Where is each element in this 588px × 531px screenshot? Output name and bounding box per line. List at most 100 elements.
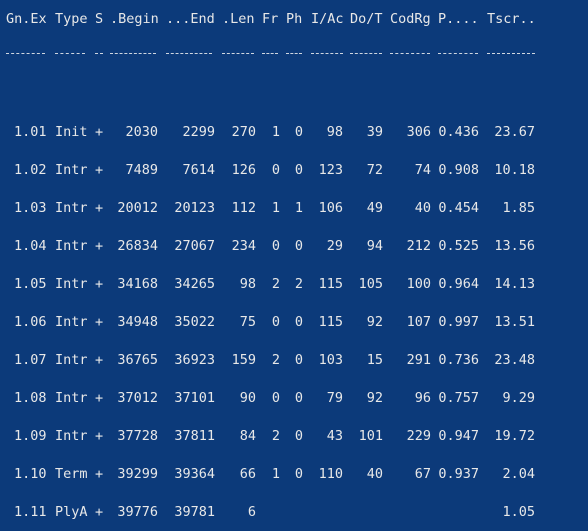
header-strand: S: [95, 11, 104, 27]
exon-type: Init: [55, 124, 88, 140]
table-row: 1.02 Intr + 7489 7614 126 0 0 123 72 74 …: [0, 161, 588, 179]
strand: +: [95, 352, 104, 368]
coding-range: 212: [406, 238, 431, 254]
end: 20123: [174, 200, 215, 216]
end: 35022: [174, 314, 215, 330]
tscore: 1.85: [502, 200, 535, 216]
end: 7614: [182, 162, 215, 178]
tscore: 2.04: [502, 466, 535, 482]
header-gn-ex: Gn.Ex: [6, 11, 47, 27]
length: 112: [231, 200, 256, 216]
probability: 0.908: [438, 162, 479, 178]
do-t: 94: [366, 238, 383, 254]
begin: 37728: [117, 428, 158, 444]
header-underline: [0, 44, 588, 62]
end: 36923: [174, 352, 215, 368]
coding-range: 74: [414, 162, 431, 178]
table-row: 1.07 Intr + 36765 36923 159 2 0 103 15 2…: [0, 351, 588, 369]
table-row: 1.09 Intr + 37728 37811 84 2 0 43 101 22…: [0, 427, 588, 445]
tscore: 14.13: [494, 276, 535, 292]
frame: 2: [271, 428, 280, 444]
begin: 26834: [117, 238, 158, 254]
length: 270: [231, 124, 256, 140]
probability: 0.937: [438, 466, 479, 482]
length: 84: [239, 428, 256, 444]
length: 98: [239, 276, 256, 292]
frame: 1: [271, 124, 280, 140]
table-row: 1.06 Intr + 34948 35022 75 0 0 115 92 10…: [0, 313, 588, 331]
divider: [438, 53, 478, 55]
table-row: 1.05 Intr + 34168 34265 98 2 2 115 105 1…: [0, 275, 588, 293]
tscore: 23.67: [494, 124, 535, 140]
phase: 0: [294, 466, 303, 482]
i-ac: 98: [326, 124, 343, 140]
frame: 2: [271, 276, 280, 292]
gene-exon-id: 1.05: [14, 276, 47, 292]
i-ac: 79: [326, 390, 343, 406]
exon-type: Intr: [55, 428, 88, 444]
coding-range: 229: [406, 428, 431, 444]
do-t: 15: [366, 352, 383, 368]
probability: 0.997: [438, 314, 479, 330]
coding-range: 306: [406, 124, 431, 140]
tscore: 9.29: [502, 390, 535, 406]
coding-range: 100: [406, 276, 431, 292]
end: 34265: [174, 276, 215, 292]
end: 39781: [174, 504, 215, 520]
probability: 0.736: [438, 352, 479, 368]
gene-exon-id: 1.01: [14, 124, 47, 140]
table-row: 1.04 Intr + 26834 27067 234 0 0 29 94 21…: [0, 237, 588, 255]
do-t: 49: [366, 200, 383, 216]
begin: 34168: [117, 276, 158, 292]
begin: 20012: [117, 200, 158, 216]
do-t: 105: [358, 276, 383, 292]
table-row: 1.01 Init + 2030 2299 270 1 0 98 39 306 …: [0, 123, 588, 141]
divider: [487, 53, 535, 55]
end: 27067: [174, 238, 215, 254]
coding-range: 67: [414, 466, 431, 482]
header-i-ac: I/Ac: [311, 11, 344, 27]
i-ac: 115: [318, 314, 343, 330]
begin: 37012: [117, 390, 158, 406]
phase: 2: [294, 276, 303, 292]
gene-exon-id: 1.06: [14, 314, 47, 330]
length: 75: [239, 314, 256, 330]
divider: [311, 53, 343, 55]
exon-type: Intr: [55, 314, 88, 330]
length: 159: [231, 352, 256, 368]
frame: 0: [271, 162, 280, 178]
length: 90: [239, 390, 256, 406]
coding-range: 107: [406, 314, 431, 330]
divider: [262, 53, 278, 55]
i-ac: 103: [318, 352, 343, 368]
divider: [95, 53, 103, 55]
tscore: 13.51: [494, 314, 535, 330]
end: 39364: [174, 466, 215, 482]
do-t: 101: [358, 428, 383, 444]
strand: +: [95, 314, 104, 330]
strand: +: [95, 466, 104, 482]
phase: 0: [294, 390, 303, 406]
exon-type: Intr: [55, 238, 88, 254]
header-do-t: Do/T: [350, 11, 383, 27]
gene-exon-id: 1.09: [14, 428, 47, 444]
probability: 0.964: [438, 276, 479, 292]
divider: [350, 53, 382, 55]
length: 126: [231, 162, 256, 178]
strand: +: [95, 390, 104, 406]
begin: 39299: [117, 466, 158, 482]
tscore: 23.48: [494, 352, 535, 368]
probability: 0.757: [438, 390, 479, 406]
i-ac: 110: [318, 466, 343, 482]
header-frame: Fr: [262, 11, 279, 27]
exon-type: Intr: [55, 352, 88, 368]
end: 37811: [174, 428, 215, 444]
end: 37101: [174, 390, 215, 406]
strand: +: [95, 200, 104, 216]
header-type: Type: [55, 11, 88, 27]
gene-exon-id: 1.10: [14, 466, 47, 482]
begin: 2030: [125, 124, 158, 140]
gene-exon-id: 1.03: [14, 200, 47, 216]
table-row: 1.03 Intr + 20012 20123 112 1 1 106 49 4…: [0, 199, 588, 217]
